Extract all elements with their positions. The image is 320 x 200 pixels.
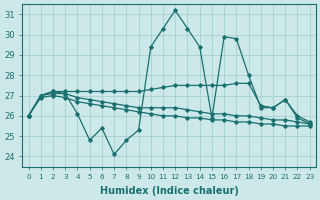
X-axis label: Humidex (Indice chaleur): Humidex (Indice chaleur) bbox=[100, 186, 239, 196]
